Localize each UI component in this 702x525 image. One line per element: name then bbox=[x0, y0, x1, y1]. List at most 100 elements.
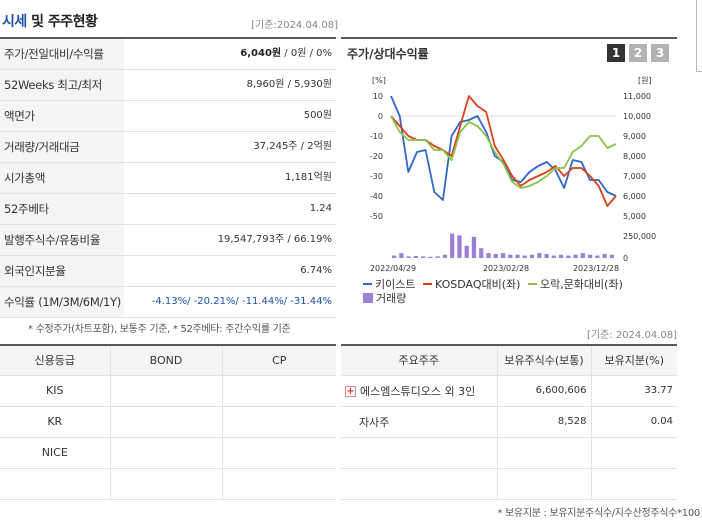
chart-reference-date: [기준: 2024.04.08] bbox=[586, 330, 677, 341]
volume-bar bbox=[558, 254, 564, 258]
shares-cell: 6,600,606 bbox=[497, 375, 592, 407]
volume-bar bbox=[399, 253, 404, 258]
panel-edge bbox=[696, 0, 697, 72]
x-tick-label: 2023/02/28 bbox=[483, 264, 529, 273]
volume-tick-label: 250,000 bbox=[623, 232, 656, 241]
agency-cell: KR bbox=[0, 406, 111, 438]
right-tick-label: 11,000 bbox=[623, 92, 651, 101]
volume-bar bbox=[450, 233, 455, 258]
info-value: 19,547,793주 / 66.19% bbox=[217, 234, 332, 245]
volume-bar bbox=[471, 236, 477, 258]
right-axis-unit: [원] bbox=[638, 76, 652, 85]
volume-bar bbox=[515, 254, 520, 258]
volume-bar bbox=[392, 255, 397, 258]
info-row-shares: 발행주식수/유동비율 19,547,793주 / 66.19% bbox=[0, 225, 336, 256]
volume-bar bbox=[537, 253, 542, 258]
volume-bar bbox=[428, 256, 433, 258]
column-header: 신용등급 bbox=[0, 345, 111, 376]
legend-item-volume: 거래량 bbox=[363, 292, 406, 306]
left-tick-label: 0 bbox=[378, 112, 383, 121]
info-value: 1,181억원 bbox=[284, 172, 332, 183]
volume-bar bbox=[522, 255, 527, 258]
info-value: 500원 bbox=[303, 110, 332, 121]
table-row: KR bbox=[0, 406, 336, 438]
chart-tab-3[interactable]: 3 bbox=[651, 44, 669, 62]
legend-swatch-blue bbox=[363, 283, 372, 285]
legend-swatch-green bbox=[527, 283, 537, 285]
legend-swatch-red bbox=[422, 283, 432, 285]
credit-rating-table: 신용등급 BOND CP KIS KR NICE bbox=[0, 344, 336, 500]
holder-name-cell bbox=[341, 468, 498, 500]
legend-item-kosdaq: KOSDAQ대비(좌) bbox=[422, 278, 520, 292]
chart-tab-2[interactable]: 2 bbox=[629, 44, 647, 62]
cp-cell bbox=[222, 375, 336, 407]
info-label: 주가/전일대비/수익률 bbox=[0, 39, 124, 69]
table-row: 자사주 8,528 0.04 bbox=[341, 406, 677, 438]
volume-bar bbox=[587, 254, 593, 258]
table-row: NICE bbox=[0, 437, 336, 469]
table-header-row: 주요주주 보유주식수(보통) 보유지분(%) bbox=[341, 345, 677, 376]
left-tick-label: -20 bbox=[370, 152, 383, 161]
right-tick-label: 8,000 bbox=[623, 152, 646, 161]
volume-bar bbox=[413, 255, 419, 258]
left-tick-label: -40 bbox=[370, 192, 383, 201]
chart-tab-1[interactable]: 1 bbox=[607, 44, 625, 62]
chart-legend: 키이스트 KOSDAQ대비(좌) 오락,문화대비(좌) 거래량 bbox=[363, 278, 673, 306]
right-tick-label: 5,000 bbox=[623, 212, 646, 221]
info-value: 8,960원 / 5,930원 bbox=[246, 79, 332, 90]
volume-bar bbox=[493, 253, 498, 258]
holder-name-cell: + 에스엠스튜디오스 외 3인 bbox=[341, 375, 498, 407]
agency-cell: KIS bbox=[0, 375, 111, 407]
column-header: BOND bbox=[110, 345, 223, 376]
shares-cell bbox=[497, 437, 592, 469]
volume-bar bbox=[580, 253, 585, 258]
shares-cell bbox=[497, 468, 592, 500]
volume-bar bbox=[529, 254, 535, 258]
table-row bbox=[341, 437, 677, 469]
bond-cell bbox=[110, 468, 223, 500]
info-label: 수익률 (1M/3M/6M/1Y) bbox=[0, 287, 124, 317]
holder-name: 자사주 bbox=[359, 415, 390, 429]
info-label: 52주베타 bbox=[0, 194, 124, 224]
volume-bar bbox=[544, 253, 549, 258]
info-label: 52Weeks 최고/최저 bbox=[0, 70, 124, 100]
shares-cell: 8,528 bbox=[497, 406, 592, 438]
agency-cell bbox=[0, 468, 111, 500]
right-tick-label: 7,000 bbox=[623, 172, 646, 181]
info-value: 1.24 bbox=[309, 203, 332, 214]
info-value: -4.13%/ -20.21%/ -11.44%/ -31.44% bbox=[151, 296, 332, 307]
price-note: * 수정주가(차트포함), 보통주 기준, * 52주베타: 주간수익률 기준 bbox=[28, 324, 291, 335]
info-value: 6,040원 / 0원 / 0% bbox=[240, 48, 332, 59]
volume-bar bbox=[500, 253, 506, 258]
info-row-market-cap: 시가총액 1,181억원 bbox=[0, 163, 336, 194]
legend-swatch-volume bbox=[363, 293, 373, 303]
info-value: 6.74% bbox=[300, 265, 332, 276]
volume-bar bbox=[551, 255, 556, 258]
info-label: 외국인지분율 bbox=[0, 256, 124, 286]
volume-bar bbox=[464, 245, 469, 258]
column-header: 주요주주 bbox=[341, 345, 498, 376]
info-label: 액면가 bbox=[0, 101, 124, 131]
x-tick-label: 2022/04/29 bbox=[370, 264, 416, 273]
series-line-3 bbox=[390, 115, 617, 189]
cp-cell bbox=[222, 406, 336, 438]
expand-plus-icon[interactable]: + bbox=[345, 386, 356, 397]
column-header: CP bbox=[222, 345, 336, 376]
right-tick-label: 10,000 bbox=[623, 112, 651, 121]
info-row-52weeks: 52Weeks 최고/최저 8,960원 / 5,930원 bbox=[0, 70, 336, 101]
info-label: 시가총액 bbox=[0, 163, 124, 193]
bond-cell bbox=[110, 406, 223, 438]
volume-zero-label: 0 bbox=[623, 254, 628, 263]
info-row-foreign: 외국인지분율 6.74% bbox=[0, 256, 336, 287]
legend-item-sector: 오락,문화대비(좌) bbox=[527, 278, 623, 292]
info-row-beta: 52주베타 1.24 bbox=[0, 194, 336, 225]
volume-bar bbox=[508, 254, 513, 258]
left-tick-label: 10 bbox=[373, 92, 383, 101]
info-row-returns: 수익률 (1M/3M/6M/1Y) -4.13%/ -20.21%/ -11.4… bbox=[0, 287, 336, 318]
panel-edge-tick bbox=[696, 71, 702, 72]
chart-title: 주가/상대수익률 bbox=[347, 47, 429, 61]
volume-bar bbox=[421, 256, 426, 258]
volume-bar bbox=[486, 253, 491, 258]
